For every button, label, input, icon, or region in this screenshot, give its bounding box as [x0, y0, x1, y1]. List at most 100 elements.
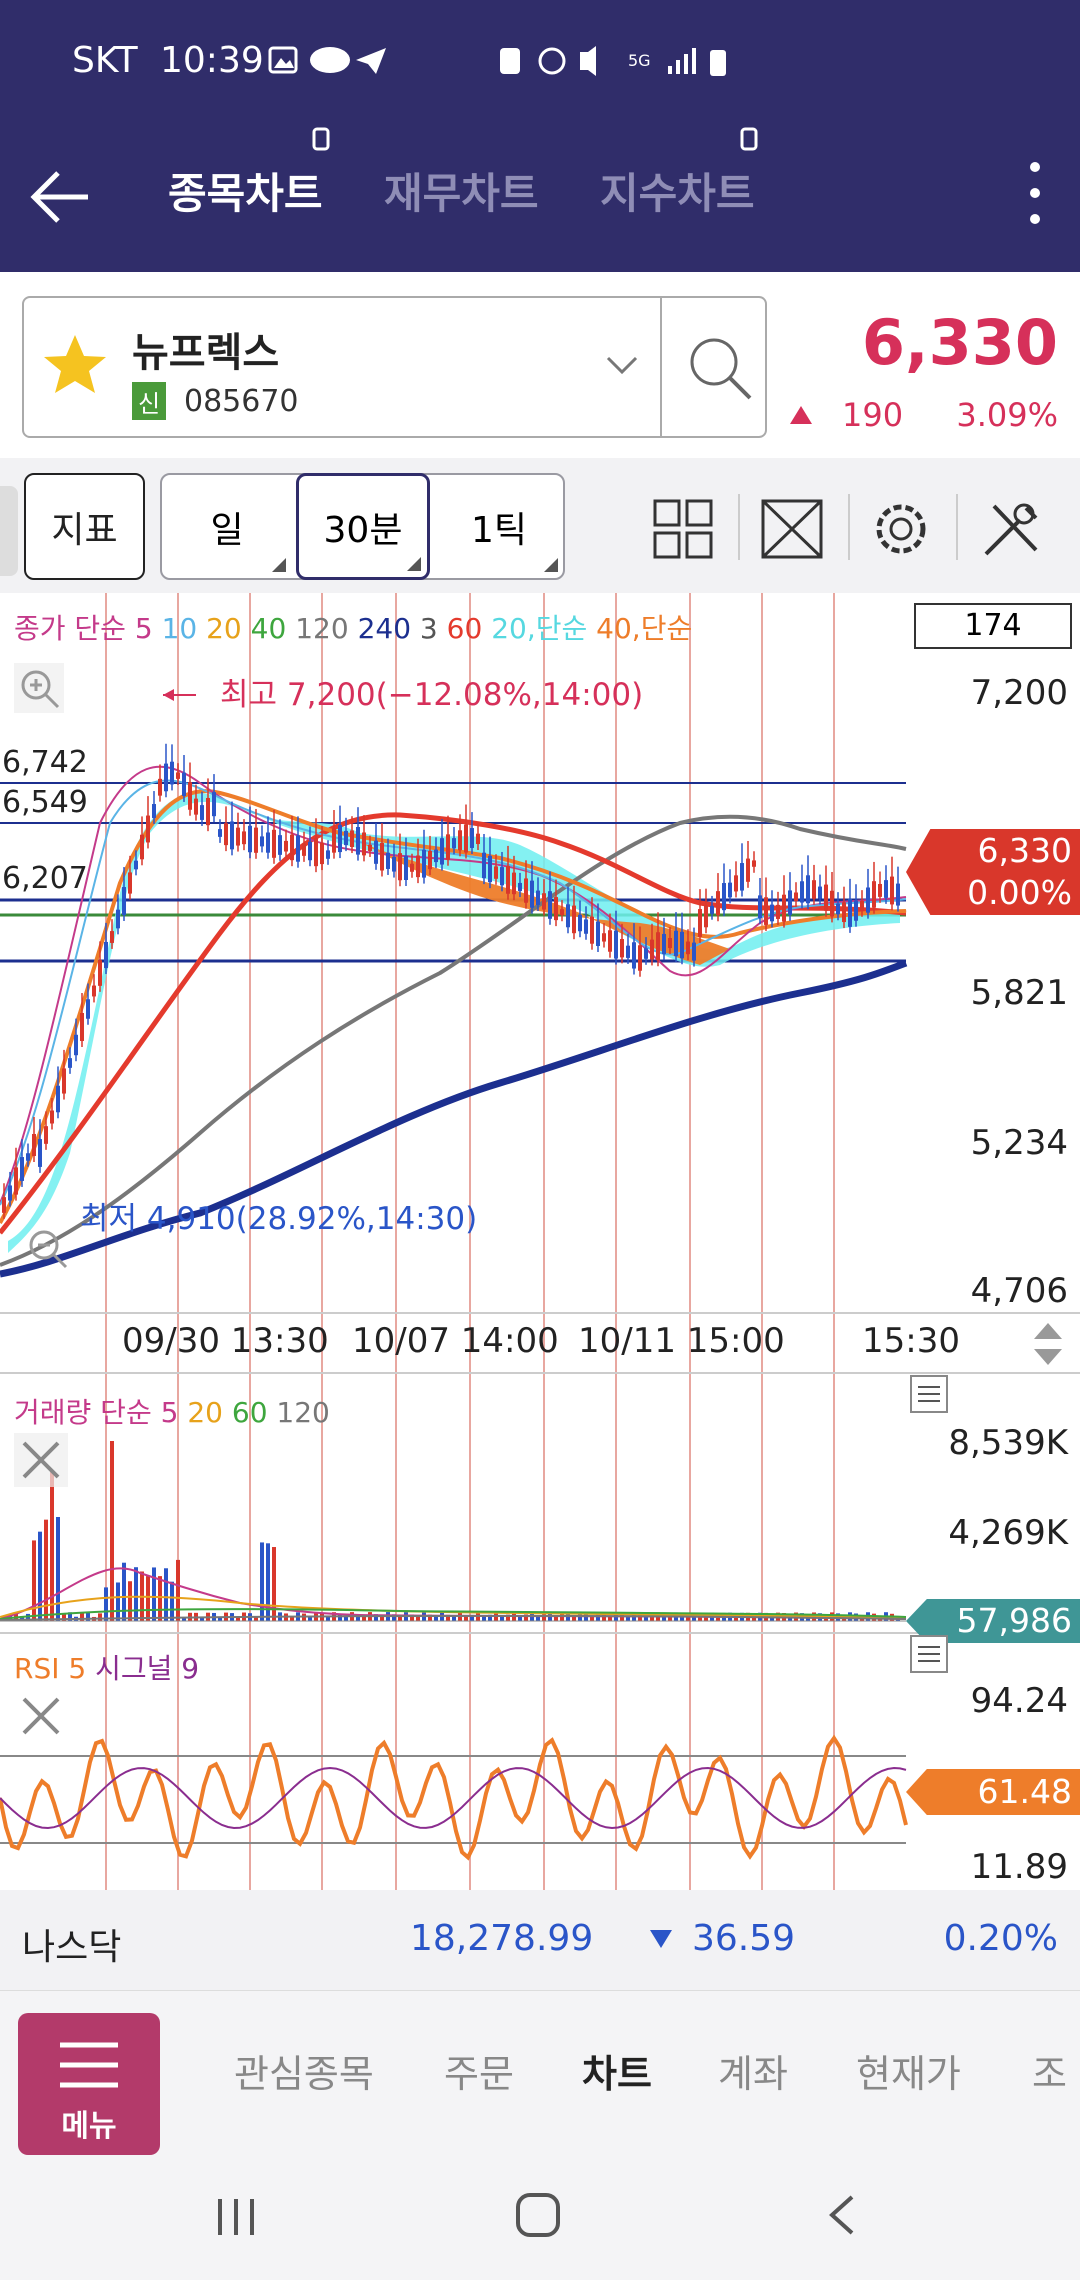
candle-body	[2, 1197, 6, 1213]
candle-body	[842, 902, 846, 923]
candle-body	[770, 904, 774, 922]
legend-item: 시그널 9	[95, 1652, 200, 1685]
star-icon[interactable]	[42, 332, 108, 398]
period-tick-button[interactable]: 1틱	[434, 475, 564, 578]
volume-bar	[152, 1567, 156, 1621]
y-axis-label: 5,234	[970, 1123, 1068, 1163]
period-day-label: 일	[210, 509, 244, 551]
legend-item: 종가 단순 5	[14, 612, 153, 645]
candle-body	[764, 897, 768, 925]
legend-item: 거래량 단순 5	[14, 1396, 179, 1429]
menu-lines-icon[interactable]	[910, 1635, 948, 1673]
candle-body	[788, 890, 792, 915]
gear-icon[interactable]	[870, 498, 932, 560]
candle-body	[890, 876, 894, 905]
volume-bar	[56, 1516, 60, 1621]
candle-body	[536, 890, 540, 906]
tools-icon[interactable]	[980, 498, 1044, 560]
candle-body	[188, 782, 192, 810]
index-ticker[interactable]: 나스닥 18,278.99 36.59 0.20%	[0, 1890, 1080, 1990]
legend-item: 60	[446, 612, 483, 645]
candle-body	[794, 892, 798, 902]
candle-body	[602, 933, 606, 942]
stock-selector[interactable]: 뉴프렉스 신 085670	[22, 296, 767, 438]
layout-grid-icon[interactable]	[652, 498, 714, 560]
volume-legend[interactable]: 거래량 단순 5 20 60 120	[14, 1391, 330, 1431]
volume-bar	[416, 1615, 420, 1621]
zoom-out-icon[interactable]	[22, 1223, 72, 1273]
scroll-updown-icon[interactable]	[1030, 1321, 1066, 1367]
more-vert-icon[interactable]	[1020, 153, 1050, 233]
y-axis-label: 5,821	[970, 973, 1068, 1013]
candle-body	[860, 901, 864, 911]
menu-button[interactable]: 메뉴	[18, 2013, 160, 2155]
price-legend[interactable]: 종가 단순 5 10 20 40 120 240 3 60 20,단순 40,단…	[14, 607, 692, 647]
chart-area[interactable]: 최고 7,200(−12.08%,14:00) 최저 4,910(28.92%,…	[0, 593, 1080, 1890]
candle-body	[212, 792, 216, 817]
search-icon[interactable]	[686, 334, 756, 404]
fullscreen-icon[interactable]	[760, 498, 824, 560]
volume-bar	[254, 1617, 258, 1621]
period-day-button[interactable]: 일	[162, 475, 292, 578]
candle-body	[758, 895, 762, 919]
rsi-current-value: 61.48	[977, 1772, 1072, 1811]
candle-body	[464, 824, 468, 853]
nav-current-price[interactable]: 현재가	[856, 2052, 961, 2096]
candle-body	[572, 905, 576, 934]
volume-bar	[176, 1559, 180, 1621]
candle-body	[194, 798, 198, 815]
candle-count-box[interactable]: 174	[914, 603, 1072, 649]
candle-body	[314, 838, 318, 867]
tab-index-chart[interactable]: 지수차트	[600, 169, 755, 218]
period-tick-label: 1틱	[470, 509, 528, 551]
x-axis-label: 09/30 13:30	[122, 1321, 329, 1361]
candle-body	[122, 887, 126, 915]
candle-body	[356, 826, 360, 855]
price-change: 190	[842, 396, 904, 434]
nav-more[interactable]: 조	[1032, 2052, 1067, 2096]
period-30min-button[interactable]: 30분	[296, 473, 430, 580]
recents-icon[interactable]	[214, 2195, 258, 2239]
volume-bar	[356, 1614, 360, 1621]
y-axis-label: 11.89	[970, 1847, 1068, 1887]
zoom-in-icon[interactable]	[14, 663, 64, 713]
back-icon[interactable]	[822, 2193, 862, 2237]
menu-lines-icon[interactable]	[910, 1375, 948, 1413]
chevron-down-icon[interactable]	[604, 354, 640, 378]
price-chart-canvas[interactable]: 최고 7,200(−12.08%,14:00) 최저 4,910(28.92%,…	[0, 593, 1080, 1890]
candle-body	[158, 778, 162, 796]
candle-body	[140, 834, 144, 860]
candle-body	[638, 945, 642, 971]
nav-order[interactable]: 주문	[444, 2052, 514, 2096]
nav-account[interactable]: 계좌	[718, 2052, 788, 2096]
volume-bar	[806, 1617, 810, 1621]
volume-bar	[26, 1613, 30, 1621]
nav-watchlist[interactable]: 관심종목	[234, 2052, 374, 2096]
y-axis-label: 7,200	[970, 673, 1068, 713]
volume-bar	[596, 1613, 600, 1621]
candle-body	[392, 856, 396, 872]
nav-chart[interactable]: 차트	[582, 2052, 652, 2096]
volume-bar	[824, 1617, 828, 1621]
close-icon[interactable]	[14, 1433, 68, 1487]
close-icon[interactable]	[14, 1689, 68, 1743]
status-bar: SKT 10:39 5G	[0, 0, 1080, 125]
candle-body	[164, 763, 168, 792]
indicator-button[interactable]: 지표	[24, 473, 145, 580]
candle-body	[620, 939, 624, 958]
home-icon[interactable]	[514, 2191, 562, 2239]
volume-bar	[644, 1616, 648, 1621]
candle-body	[692, 942, 696, 961]
volume-bar	[32, 1540, 36, 1621]
rsi-legend[interactable]: RSI 5 시그널 9	[14, 1647, 199, 1687]
current-price-tag-pct: 0.00%	[967, 873, 1072, 912]
volume-bar	[518, 1615, 522, 1621]
rsi-panel	[0, 1734, 908, 1861]
volume-bar	[38, 1531, 42, 1621]
candle-body	[350, 830, 354, 848]
back-arrow-icon[interactable]	[28, 165, 92, 229]
candle-body	[260, 836, 264, 847]
tab-financial-chart[interactable]: 재무차트	[384, 169, 539, 218]
side-drawer-handle[interactable]	[0, 486, 18, 576]
tab-stock-chart[interactable]: 종목차트	[168, 169, 323, 218]
